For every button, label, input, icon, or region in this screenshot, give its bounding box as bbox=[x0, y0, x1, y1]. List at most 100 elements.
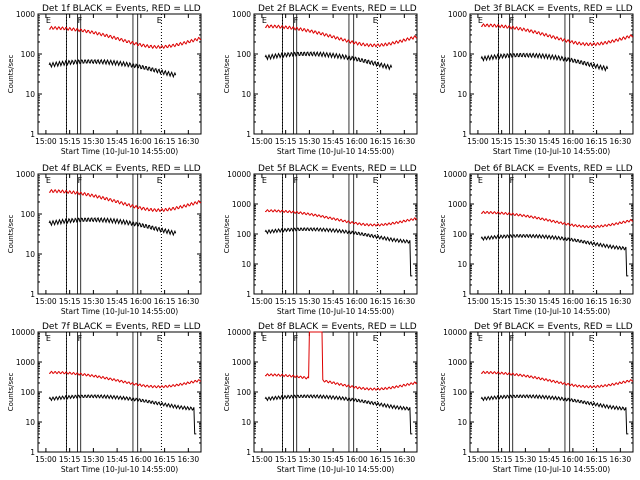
chart-title: Det 2f BLACK = Events, RED = LLD bbox=[258, 4, 417, 14]
events-series-line bbox=[264, 50, 393, 71]
x-tick-label: 16:00 bbox=[562, 297, 584, 306]
y-tick-label: 1000 bbox=[16, 170, 35, 179]
y-tick-label: 10 bbox=[241, 90, 251, 99]
x-tick-label: 15:45 bbox=[322, 137, 344, 146]
x-tick-label: 15:30 bbox=[83, 137, 105, 146]
y-tick-label: 1000 bbox=[448, 200, 467, 209]
flag-letter: F bbox=[510, 16, 515, 25]
y-tick-label: 1 bbox=[462, 130, 467, 139]
y-tick-label: 1000 bbox=[232, 200, 251, 209]
chart-panel-1: Det 1f BLACK = Events, RED = LLD Counts/s… bbox=[7, 4, 202, 156]
flag-letter: E bbox=[262, 334, 267, 343]
lld-series-line bbox=[264, 24, 418, 48]
chart-panel-7: Det 7f BLACK = Events, RED = LLD Counts/s… bbox=[7, 322, 202, 474]
chart-panel-6: Det 6f BLACK = Events, RED = LLD Counts/s… bbox=[439, 164, 634, 316]
y-tick-label: 100 bbox=[453, 388, 468, 397]
y-tick-label: 1 bbox=[246, 290, 251, 299]
flag-letter: F bbox=[510, 176, 515, 185]
lld-series-line bbox=[480, 370, 634, 389]
flag-letter: E bbox=[589, 176, 594, 185]
x-tick-label: 16:30 bbox=[178, 297, 200, 306]
y-tick-label: 1 bbox=[246, 448, 251, 457]
flag-letter: E bbox=[589, 334, 594, 343]
y-axis-label: Counts/sec bbox=[439, 55, 447, 94]
y-tick-label: 100 bbox=[237, 230, 252, 239]
flag-letter: F bbox=[294, 16, 299, 25]
lld-series-line bbox=[48, 25, 202, 50]
x-tick-label: 15:00 bbox=[467, 137, 489, 146]
flag-letter: F bbox=[78, 334, 83, 343]
y-tick-label: 100 bbox=[21, 210, 36, 219]
y-tick-label: 10 bbox=[25, 250, 35, 259]
y-tick-label: 100 bbox=[453, 230, 468, 239]
flag-letter: E bbox=[589, 16, 594, 25]
y-tick-label: 1 bbox=[246, 130, 251, 139]
x-tick-label: 15:00 bbox=[35, 455, 57, 464]
flag-letter: E bbox=[478, 334, 483, 343]
x-tick-label: 16:15 bbox=[154, 137, 176, 146]
x-tick-label: 15:15 bbox=[275, 455, 297, 464]
y-axis-label: Counts/sec bbox=[439, 373, 447, 412]
x-tick-label: 15:45 bbox=[322, 297, 344, 306]
x-tick-label: 16:00 bbox=[346, 297, 368, 306]
chart-panel-4: Det 4f BLACK = Events, RED = LLD Counts/s… bbox=[7, 164, 202, 316]
flag-letter: E bbox=[373, 176, 378, 185]
x-tick-label: 16:30 bbox=[610, 297, 632, 306]
plot-frame bbox=[469, 331, 634, 453]
x-tick-label: 16:15 bbox=[370, 297, 392, 306]
y-tick-label: 10000 bbox=[11, 328, 35, 337]
x-tick-label: 16:00 bbox=[346, 137, 368, 146]
x-tick-label: 16:30 bbox=[178, 137, 200, 146]
x-tick-label: 16:15 bbox=[586, 297, 608, 306]
x-tick-label: 15:45 bbox=[538, 297, 560, 306]
x-tick-label: 15:15 bbox=[275, 297, 297, 306]
x-tick-label: 15:00 bbox=[251, 137, 273, 146]
events-series-line bbox=[48, 394, 197, 435]
x-tick-label: 15:30 bbox=[83, 455, 105, 464]
x-tick-label: 16:15 bbox=[154, 455, 176, 464]
x-tick-label: 16:30 bbox=[394, 137, 416, 146]
x-tick-label: 15:45 bbox=[538, 137, 560, 146]
chart-panel-3: Det 3f BLACK = Events, RED = LLD Counts/s… bbox=[439, 4, 634, 156]
flag-letter: E bbox=[46, 334, 51, 343]
x-tick-label: 15:00 bbox=[467, 297, 489, 306]
plot-frame bbox=[253, 13, 418, 135]
x-tick-label: 15:30 bbox=[515, 297, 537, 306]
events-series-line bbox=[48, 58, 177, 79]
y-tick-label: 1000 bbox=[232, 358, 251, 367]
plot-frame bbox=[469, 13, 634, 135]
x-tick-label: 15:45 bbox=[322, 455, 344, 464]
x-tick-label: 16:00 bbox=[562, 455, 584, 464]
flag-letter: F bbox=[78, 176, 83, 185]
y-tick-label: 1 bbox=[30, 130, 35, 139]
y-axis-label: Counts/sec bbox=[7, 373, 15, 412]
x-tick-label: 15:30 bbox=[83, 297, 105, 306]
x-tick-label: 15:00 bbox=[35, 137, 57, 146]
flag-letter: F bbox=[510, 334, 515, 343]
y-tick-label: 10 bbox=[457, 418, 467, 427]
y-tick-label: 10 bbox=[241, 418, 251, 427]
y-axis-label: Counts/sec bbox=[7, 55, 15, 94]
flag-letter: E bbox=[478, 176, 483, 185]
y-tick-label: 1 bbox=[462, 448, 467, 457]
chart-title: Det 4f BLACK = Events, RED = LLD bbox=[42, 164, 201, 174]
x-tick-label: 16:15 bbox=[370, 137, 392, 146]
y-tick-label: 1000 bbox=[232, 10, 251, 19]
y-tick-label: 100 bbox=[453, 50, 468, 59]
events-series-line bbox=[264, 227, 413, 277]
x-tick-label: 15:00 bbox=[467, 455, 489, 464]
x-tick-label: 15:15 bbox=[59, 455, 81, 464]
events-series-line bbox=[480, 394, 629, 435]
plot-frame bbox=[37, 13, 202, 135]
flag-letter: E bbox=[157, 334, 162, 343]
x-tick-label: 15:15 bbox=[491, 455, 513, 464]
x-tick-label: 16:30 bbox=[610, 455, 632, 464]
x-axis-label: Start Time (10-Jul-10 14:55:00) bbox=[61, 307, 178, 316]
x-tick-label: 15:30 bbox=[299, 137, 321, 146]
x-tick-label: 15:00 bbox=[251, 455, 273, 464]
x-tick-label: 15:15 bbox=[59, 137, 81, 146]
events-series-line bbox=[48, 216, 177, 237]
x-tick-label: 16:15 bbox=[154, 297, 176, 306]
lld-series-line bbox=[264, 208, 418, 227]
